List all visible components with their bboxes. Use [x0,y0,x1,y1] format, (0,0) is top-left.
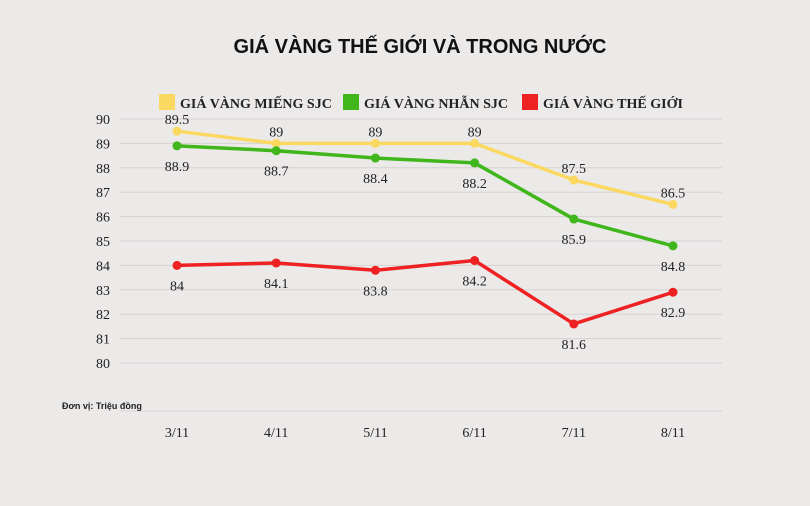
y-tick-label: 89 [96,137,110,152]
series-line [175,129,675,207]
x-tick-label: 5/11 [363,426,387,441]
data-point [569,214,579,224]
y-tick-label: 81 [96,333,110,348]
legend-item: GIÁ VÀNG NHẪN SJC [343,94,508,112]
y-tick-label: 80 [96,357,110,372]
chart-title: GIÁ VÀNG THẾ GIỚI VÀ TRONG NƯỚC [234,34,607,58]
data-point [668,287,678,297]
data-label: 87.5 [562,162,587,177]
data-point [470,138,480,148]
data-label: 89 [468,125,482,140]
data-label: 83.8 [363,284,388,299]
x-tick-label: 7/11 [562,426,586,441]
data-point [271,258,281,268]
legend-item: GIÁ VÀNG MIẾNG SJC [159,94,332,112]
x-tick-label: 4/11 [264,426,288,441]
data-label: 86.5 [661,186,686,201]
y-tick-label: 82 [96,308,110,323]
data-label: 84 [170,279,184,294]
legend-label: GIÁ VÀNG MIẾNG SJC [180,95,332,112]
data-point [172,126,182,136]
series-group: 89.5 89 89 89 87.5 86.5 88.9 88.7 88.4 88.2 85.9 84… [165,113,686,353]
data-point [370,265,380,275]
data-point [569,175,579,185]
legend-swatch [522,94,538,110]
data-point [470,256,480,266]
data-label: 82.9 [661,306,686,321]
y-tick-label: 86 [96,211,110,226]
x-tick-label: 8/11 [661,426,685,441]
legend-swatch [159,94,175,110]
data-label: 89 [269,125,283,140]
legend-label: GIÁ VÀNG NHẪN SJC [364,94,508,112]
data-label: 84.2 [462,275,487,290]
legend: GIÁ VÀNG MIẾNG SJC GIÁ VÀNG NHẪN SJC GIÁ V… [159,94,683,112]
y-tick-label: 87 [96,186,110,201]
data-point [172,141,182,151]
data-label: 88.2 [462,177,487,192]
legend-swatch [343,94,359,110]
y-tick-label: 85 [96,235,110,250]
data-point [271,138,281,148]
y-tick-label: 88 [96,162,110,177]
x-axis: 3/11 4/11 5/11 6/11 7/11 8/11 [165,426,685,441]
unit-note: Đơn vị: Triệu đồng [62,401,142,411]
data-label: 89.5 [165,113,190,128]
x-tick-label: 3/11 [165,426,189,441]
data-point [569,319,579,329]
series-giá-vàng-miếng-sjc: 89.5 89 89 89 87.5 86.5 [165,113,686,209]
data-label: 89 [368,125,382,140]
y-tick-label: 83 [96,284,110,299]
data-point [668,241,678,251]
data-label: 85.9 [562,233,587,248]
data-point [172,260,182,270]
y-tick-label: 84 [96,259,110,274]
x-tick-label: 6/11 [462,426,486,441]
data-label: 84.1 [264,277,289,292]
data-label: 88.9 [165,160,190,175]
legend-item: GIÁ VÀNG THẾ GIỚI [522,94,683,112]
data-point [370,138,380,148]
series-giá-vàng-thế-giới: 84 84.1 83.8 84.2 81.6 82.9 [170,256,685,353]
legend-label: GIÁ VÀNG THẾ GIỚI [543,95,683,112]
data-point [370,153,380,163]
y-tick-label: 90 [96,113,110,128]
data-point [470,158,480,168]
data-label: 88.4 [363,172,388,187]
data-label: 84.8 [661,260,686,275]
data-label: 88.7 [264,165,289,180]
series-giá-vàng-nhẫn-sjc: 88.9 88.7 88.4 88.2 85.9 84.8 [165,141,686,275]
y-axis: 80 81 82 83 84 85 86 87 88 89 90 [96,113,110,372]
data-label: 81.6 [562,338,587,353]
series-line [175,258,675,326]
data-point [668,199,678,209]
series-line [175,144,675,248]
data-point [271,146,281,156]
